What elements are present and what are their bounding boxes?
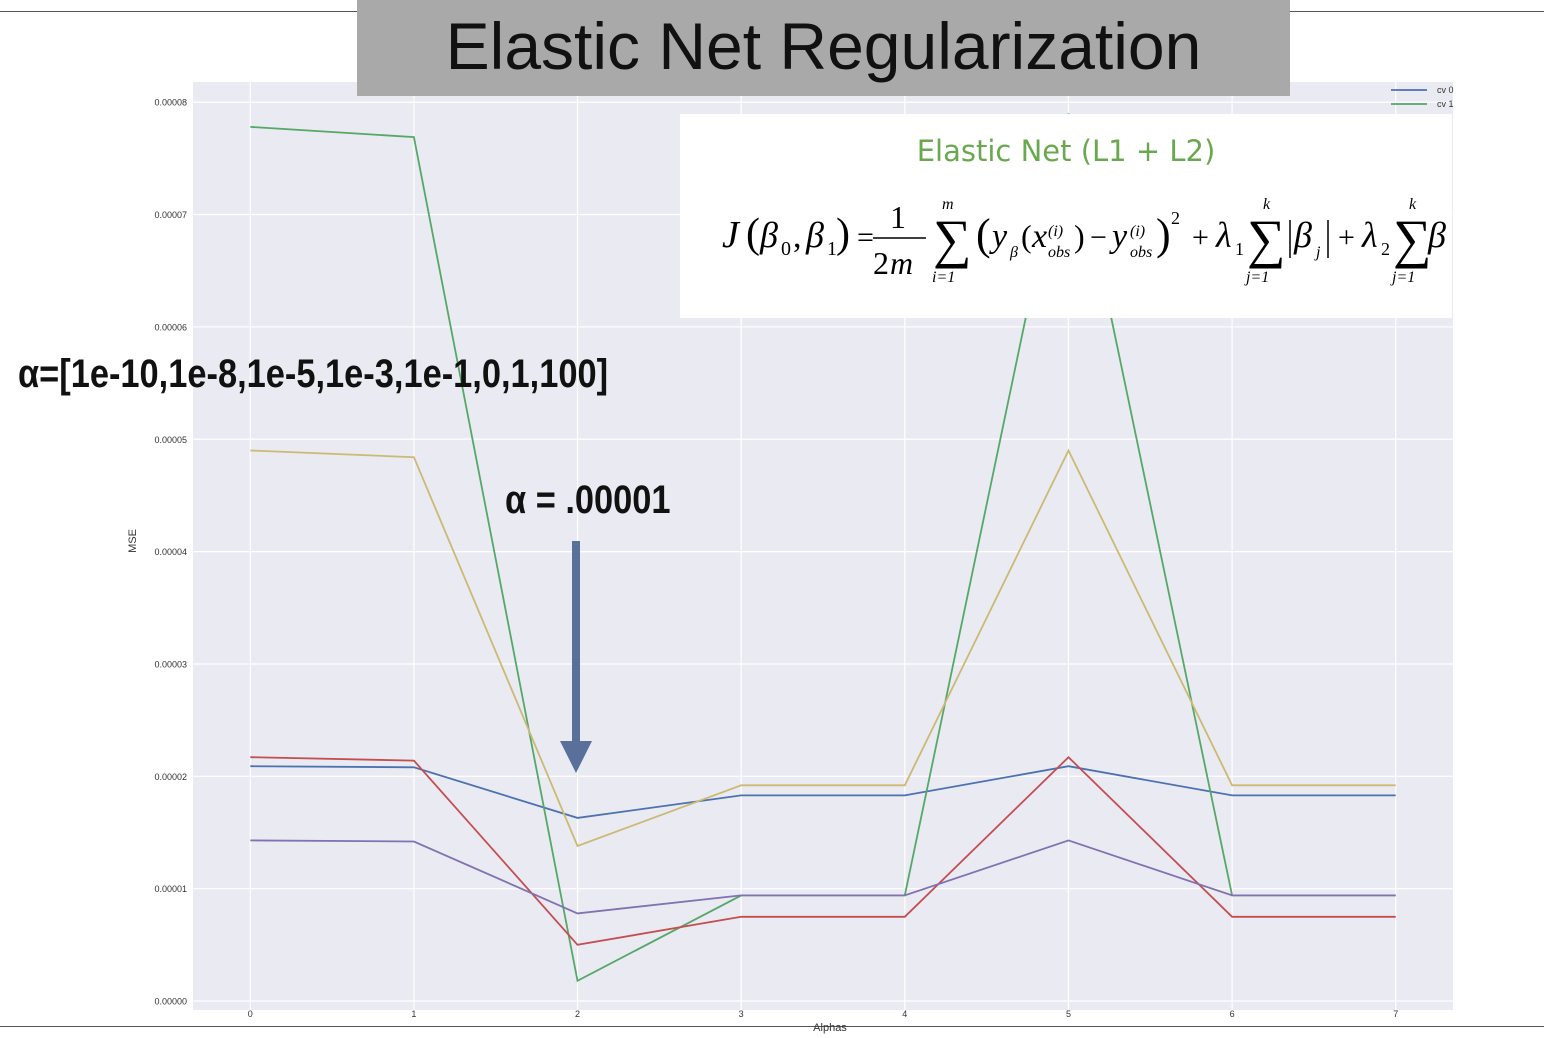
svg-text:): ) (836, 211, 850, 257)
svg-text:−: − (1090, 221, 1107, 254)
svg-text:y: y (1109, 218, 1128, 255)
svg-text:=: = (857, 221, 874, 254)
elastic-net-cost-formula: J ( β 0 , β 1 ) = 1 2 m ∑ m i=1 ( y β ( … (722, 196, 1446, 286)
x-tick-label: 0 (248, 1009, 253, 1019)
y-tick-label: 0.00006 (154, 322, 187, 332)
legend-label: cv 0 (1437, 85, 1454, 95)
page-title: Elastic Net Regularization (445, 9, 1202, 83)
svg-text:2: 2 (1171, 208, 1180, 228)
title-banner: Elastic Net Regularization (357, 0, 1290, 96)
legend-label: cv 1 (1437, 99, 1454, 109)
x-tick-label: 4 (902, 1009, 907, 1019)
svg-text:j: j (1314, 244, 1321, 261)
svg-text:i=1: i=1 (932, 269, 955, 286)
series-line-0 (250, 765, 1396, 819)
svg-text:λ: λ (1215, 215, 1232, 255)
y-axis-label: MSE (127, 529, 139, 553)
svg-text:J: J (722, 214, 741, 256)
svg-text:β: β (805, 215, 824, 255)
svg-text:(: ( (1021, 218, 1032, 254)
series-line-4 (250, 448, 1396, 848)
svg-text:obs: obs (1048, 244, 1070, 261)
svg-text:(i): (i) (1048, 223, 1063, 240)
svg-text:β: β (759, 215, 778, 255)
series-line-3 (250, 839, 1396, 915)
y-tick-label: 0.00003 (154, 659, 187, 669)
svg-text:,: , (793, 218, 802, 255)
svg-text:+: + (1338, 221, 1355, 254)
svg-text:2: 2 (1381, 239, 1390, 259)
x-tick-label: 7 (1393, 1009, 1398, 1019)
svg-text:β: β (1293, 215, 1312, 255)
x-tick-label: 3 (739, 1009, 744, 1019)
svg-text:+: + (1192, 221, 1209, 254)
svg-text:1: 1 (827, 238, 837, 260)
svg-text:∑: ∑ (1247, 209, 1286, 269)
svg-text:m: m (942, 196, 954, 213)
svg-text:1: 1 (890, 199, 906, 235)
legend: cv 0 cv 1 (1391, 85, 1454, 109)
svg-text:0: 0 (781, 238, 791, 260)
x-tick-label: 2 (575, 1009, 580, 1019)
y-tick-label: 0.00002 (154, 772, 187, 782)
svg-text:k: k (1263, 196, 1271, 213)
svg-text:(i): (i) (1130, 223, 1145, 240)
x-tick-labels: 0 1 2 3 4 5 6 7 (248, 1009, 1398, 1019)
svg-text:(: ( (746, 211, 760, 257)
series-lines (250, 113, 1396, 983)
svg-text:1: 1 (1235, 239, 1244, 259)
best-alpha-annotation: α = .00001 (505, 478, 671, 522)
svg-text:β: β (1427, 215, 1446, 255)
x-axis-label: Alphas (813, 1022, 847, 1034)
svg-text:): ) (1074, 218, 1085, 254)
formula-heading: Elastic Net (L1 + L2) (916, 134, 1216, 168)
series-line-2 (250, 755, 1396, 946)
svg-text:j=1: j=1 (1390, 269, 1415, 286)
svg-text:(: ( (976, 210, 991, 259)
svg-text:∑: ∑ (933, 209, 972, 269)
alphas-list-annotation: α=[1e-10,1e-8,1e-5,1e-3,1e-1,0,1,100] (18, 352, 609, 396)
formula-panel: Elastic Net (L1 + L2) J ( β 0 , β 1 ) = … (680, 114, 1452, 318)
svg-text:y: y (989, 218, 1008, 255)
y-tick-label: 0.00005 (154, 435, 187, 445)
y-tick-label: 0.00001 (154, 884, 187, 894)
y-tick-label: 0.00007 (154, 210, 187, 220)
svg-text:m: m (890, 245, 913, 281)
svg-text:obs: obs (1130, 244, 1152, 261)
svg-text:2: 2 (873, 245, 889, 281)
svg-text:λ: λ (1361, 215, 1378, 255)
svg-text:x: x (1031, 218, 1047, 255)
svg-text:β: β (1009, 244, 1018, 261)
x-tick-label: 5 (1066, 1009, 1071, 1019)
y-tick-label: 0.00004 (154, 547, 187, 557)
y-tick-label: 0.00000 (154, 997, 187, 1007)
x-tick-label: 6 (1230, 1009, 1235, 1019)
svg-text:j=1: j=1 (1244, 269, 1269, 286)
bottom-border (0, 1026, 1544, 1027)
svg-text:): ) (1156, 210, 1171, 259)
svg-text:k: k (1409, 196, 1417, 213)
x-tick-label: 1 (411, 1009, 416, 1019)
y-tick-label: 0.00008 (154, 98, 187, 108)
svg-text:∑: ∑ (1393, 209, 1432, 269)
y-tick-labels: 0.00000 0.00001 0.00002 0.00003 0.00004 0.000… (154, 98, 187, 1007)
